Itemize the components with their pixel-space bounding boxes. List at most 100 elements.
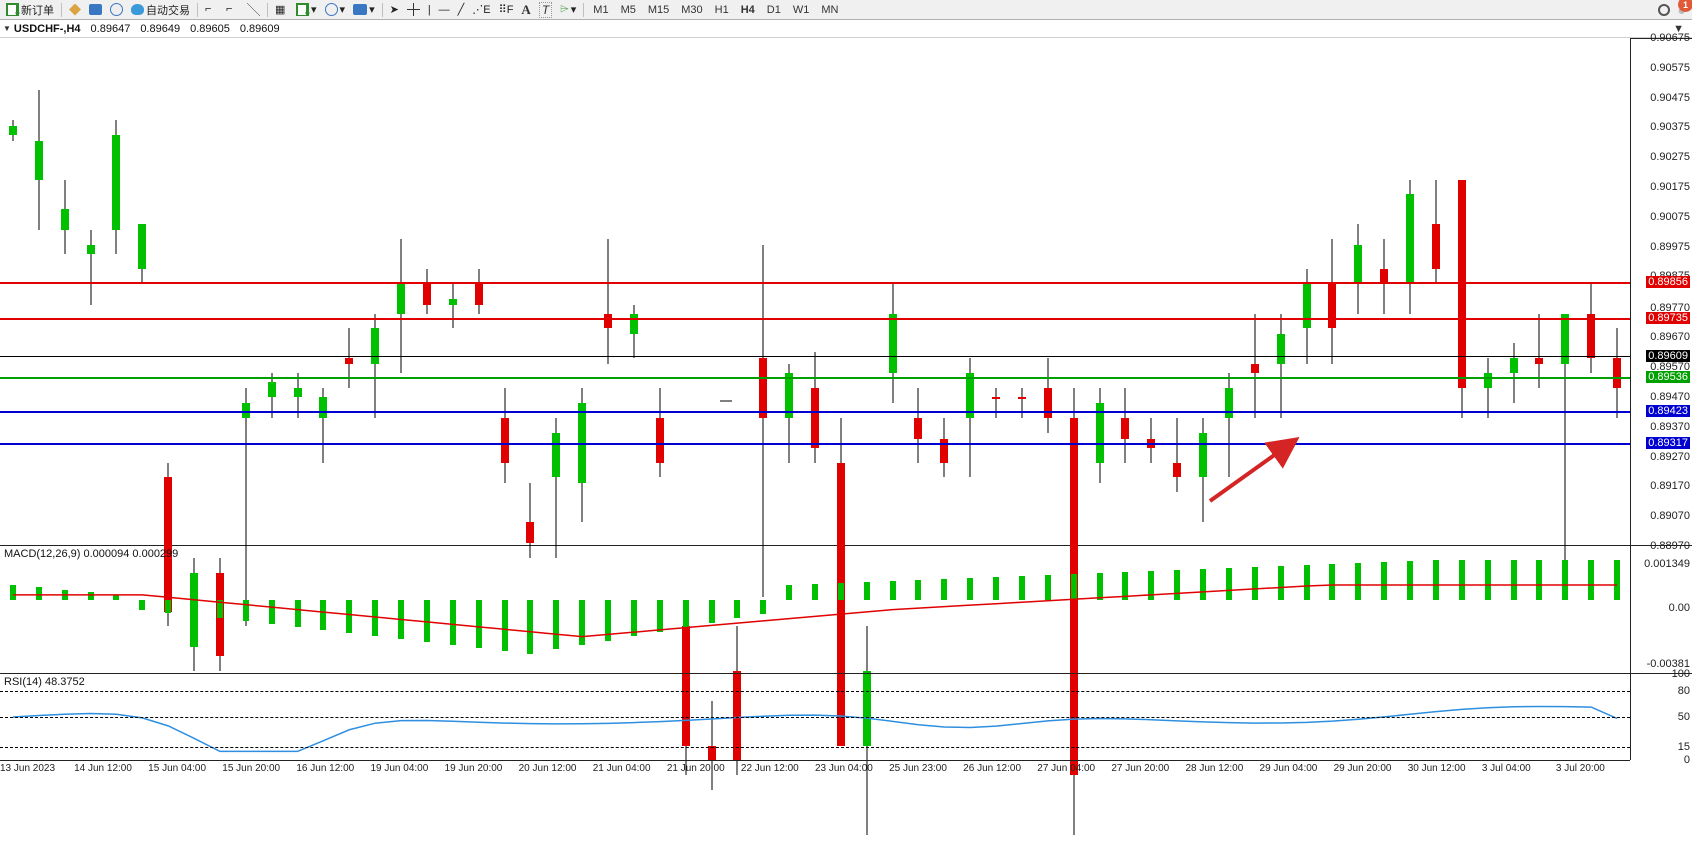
chart-wizard-button[interactable]: ▾ [349,0,379,19]
dots-icon: ⠿F [499,3,514,16]
price-tick: 0.90375 [1650,121,1690,133]
wifi-button[interactable] [106,0,127,19]
price-tick: 0.90575 [1650,62,1690,74]
new-indicator-icon [296,3,309,16]
fib-tool-button[interactable]: ⋰E [468,0,494,19]
date-tick-label[interactable]: 13 Jun 2023 [0,763,55,774]
cursor-icon: ➤ [390,3,399,16]
monitor-button[interactable] [85,0,106,19]
price-level-line-red[interactable] [0,318,1630,320]
macd-signal-line [0,546,1692,673]
shapes-tool-button[interactable]: ⌲ ▾ [556,0,580,19]
date-tick-label[interactable]: 15 Jun 04:00 [148,763,206,774]
date-tick-label[interactable]: 25 Jun 23:00 [889,763,947,774]
cursor-tool-button[interactable]: ➤ [386,0,403,19]
textbox-tool-button[interactable]: T [535,0,556,19]
price-level-line-red[interactable] [0,282,1630,284]
date-tick-label[interactable]: 27 Jun 20:00 [1111,763,1169,774]
price-tick: 0.90275 [1650,151,1690,163]
price-level-line-blue[interactable] [0,443,1630,445]
date-tick-label[interactable]: 3 Jul 20:00 [1556,763,1605,774]
date-tick-label[interactable]: 20 Jun 12:00 [519,763,577,774]
crosshair-tool-button[interactable] [403,0,424,19]
price-panel[interactable]: 0.90675 0.90575 0.90475 0.90375 0.90275 0.901… [0,38,1692,546]
price-tick: 0.90075 [1650,211,1690,223]
symbol-info-bar: ▼ USDCHF-,H4 0.89647 0.89649 0.89605 0.8… [0,20,1692,38]
axis2-icon: ⌐ [226,3,239,16]
highlighted-price-level[interactable]: 0.89423 [1646,405,1690,417]
autotrading-button[interactable]: 自动交易 [127,0,194,19]
period-m1[interactable]: M1 [587,0,614,19]
date-tick-label[interactable]: 19 Jun 04:00 [370,763,428,774]
tool-trend-view[interactable] [243,0,264,19]
trendline-tool-button[interactable]: ╱ [454,0,469,19]
highlighted-price-level[interactable]: 0.89317 [1646,437,1690,449]
date-tick-label[interactable]: 15 Jun 20:00 [222,763,280,774]
new-indicator-button[interactable]: ▾ [292,0,321,19]
arrow-annotation[interactable] [1205,443,1295,503]
crosshair-cursor[interactable] [720,398,732,404]
date-tick-label[interactable]: 26 Jun 12:00 [963,763,1021,774]
new-order-button[interactable]: 新订单 [2,0,58,19]
chat-button[interactable]: ● 1 [1674,0,1690,19]
wifi-icon [110,3,123,16]
date-tick-label[interactable]: 21 Jun 04:00 [593,763,651,774]
date-tick-label[interactable]: 19 Jun 20:00 [445,763,503,774]
diamond-tool-button[interactable] [65,0,85,19]
price-tick: 0.89470 [1650,391,1690,403]
date-tick-label[interactable]: 16 Jun 12:00 [296,763,354,774]
period-m5[interactable]: M5 [615,0,642,19]
dropdown-chevron1[interactable]: ▾ [311,3,317,16]
date-tick-label[interactable]: 29 Jun 04:00 [1260,763,1318,774]
date-tick-label[interactable]: 3 Jul 04:00 [1482,763,1531,774]
dots-tool-button[interactable]: ⠿F [495,0,518,19]
price-level-line-blue[interactable] [0,411,1630,413]
grid-layout-button[interactable]: ▦ [271,0,292,19]
symbol-dropdown-icon[interactable]: ▼ [3,24,11,33]
period-d1[interactable]: D1 [761,0,787,19]
dropdown-chevron3[interactable]: ▾ [369,3,375,16]
dropdown-chevron4[interactable]: ▾ [571,3,577,16]
chat-badge[interactable]: 1 [1678,0,1692,12]
date-tick-label[interactable]: 22 Jun 12:00 [741,763,799,774]
price-tick: 0.89975 [1650,241,1690,253]
period-m15[interactable]: M15 [642,0,675,19]
text-icon: A [521,2,530,18]
date-tick-label[interactable]: 30 Jun 12:00 [1408,763,1466,774]
chart-wizard-icon [353,4,367,15]
highlighted-price-level[interactable]: 0.89609 [1646,350,1690,362]
period-mn[interactable]: MN [815,0,844,19]
period-h4[interactable]: H4 [735,0,761,19]
vertical-line-icon: | [428,4,431,16]
tool-axis-view1[interactable]: ⌐ [201,0,222,19]
text-tool-button[interactable]: A [517,0,534,19]
search-button[interactable] [1654,0,1674,19]
tool-axis-view2[interactable]: ⌐ [222,0,243,19]
date-tick-label[interactable]: 27 Jun 04:00 [1037,763,1095,774]
price-level-line-green[interactable] [0,377,1630,379]
price-level-line-black[interactable] [0,356,1630,357]
date-tick-label[interactable]: 29 Jun 20:00 [1334,763,1392,774]
diamond-icon [69,4,81,16]
date-axis[interactable]: 13 Jun 2023 14 Jun 12:00 15 Jun 04:00 15 Ju… [0,760,1630,780]
period-w1[interactable]: W1 [787,0,816,19]
date-tick-label[interactable]: 21 Jun 20:00 [667,763,725,774]
highlighted-price-level[interactable]: 0.89856 [1646,276,1690,288]
date-tick-label[interactable]: 14 Jun 12:00 [74,763,132,774]
clock-button[interactable]: ▾ [321,0,350,19]
hline-tool-button[interactable]: — [435,0,454,19]
axis1-icon: ⌐ [205,3,218,16]
period-h1[interactable]: H1 [709,0,735,19]
dropdown-chevron2[interactable]: ▾ [340,3,346,16]
highlighted-price-level[interactable]: 0.89536 [1646,371,1690,383]
macd-panel[interactable]: MACD(12,26,9) 0.000094 0.000299 0.001349… [0,546,1692,674]
period-m30[interactable]: M30 [675,0,708,19]
rsi-panel[interactable]: RSI(14) 48.3752 100 80 50 15 0 [0,674,1692,760]
highlighted-price-level[interactable]: 0.89735 [1646,312,1690,324]
shapes-icon: ⌲ [560,3,569,16]
date-tick-label[interactable]: 28 Jun 12:00 [1185,763,1243,774]
date-tick-label[interactable]: 23 Jun 04:00 [815,763,873,774]
vline-tool-button[interactable]: | [424,0,435,19]
price-axis: 0.90675 0.90575 0.90475 0.90375 0.90275 0.901… [1630,38,1692,545]
open-value: 0.89647 [91,23,131,35]
